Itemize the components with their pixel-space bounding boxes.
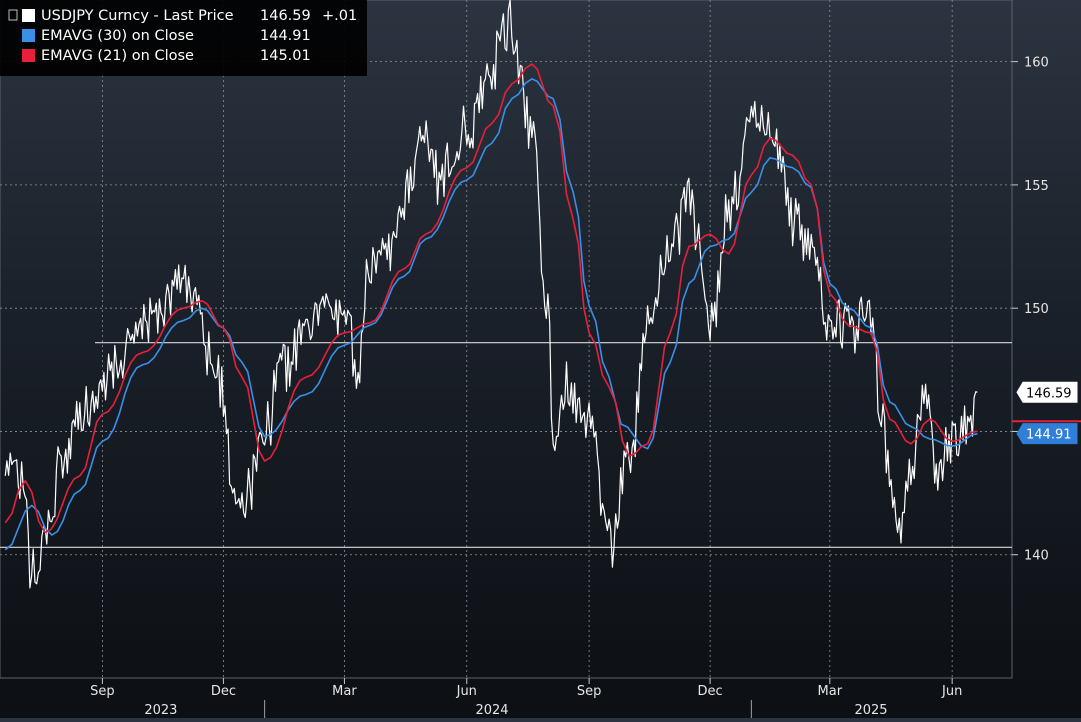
last-value-box-1 <box>1016 423 1078 445</box>
legend: USDJPY Curncy - Last Price 146.59 +.01 EMAV… <box>0 0 367 76</box>
last-value-text-0: 146.59 <box>1026 386 1072 401</box>
year-label-2023: 2023 <box>144 703 177 718</box>
last-value-label-1: 144.91 <box>1012 420 1081 445</box>
y-tick-label-155: 155 <box>1024 179 1049 194</box>
y-tick-label-140: 140 <box>1024 549 1049 564</box>
series-line-usdjpy-price <box>4 0 978 589</box>
x-tick-label-7: Jun <box>941 684 962 699</box>
year-label-2025: 2025 <box>854 703 887 718</box>
y-tick-label-150: 150 <box>1024 302 1049 317</box>
legend-swatch-0 <box>22 9 35 22</box>
legend-value-0: 146.59 <box>260 8 311 24</box>
legend-swatch-1 <box>22 29 35 42</box>
legend-label-1: EMAVG (30) on Close <box>41 28 194 44</box>
x-tick-label-6: Mar <box>818 684 843 699</box>
last-value-text-1: 144.91 <box>1026 428 1072 443</box>
x-tick-label-0: Sep <box>90 684 115 699</box>
last-value-label-0: 146.59 <box>1016 381 1078 403</box>
last-value-box-0 <box>1016 381 1078 403</box>
legend-change-0: +.01 <box>322 8 357 24</box>
x-tick-label-3: Jun <box>456 684 477 699</box>
year-label-2024: 2024 <box>475 703 508 718</box>
legend-value-2: 145.01 <box>260 48 311 64</box>
x-tick-label-5: Dec <box>698 684 723 699</box>
legend-collapse-icon <box>8 9 18 21</box>
plot-frame <box>0 0 1013 679</box>
legend-value-1: 144.91 <box>260 28 311 44</box>
series-line-ema30 <box>4 78 978 551</box>
y-tick-label-160: 160 <box>1024 56 1049 71</box>
legend-background <box>0 0 367 76</box>
x-tick-label-4: Sep <box>577 684 602 699</box>
legend-swatch-2 <box>22 49 35 62</box>
series-line-ema21 <box>4 63 978 534</box>
x-tick-label-1: Dec <box>211 684 236 699</box>
x-tick-label-2: Mar <box>332 684 357 699</box>
legend-label-0: USDJPY Curncy - Last Price <box>41 8 234 24</box>
legend-label-2: EMAVG (21) on Close <box>41 48 194 64</box>
